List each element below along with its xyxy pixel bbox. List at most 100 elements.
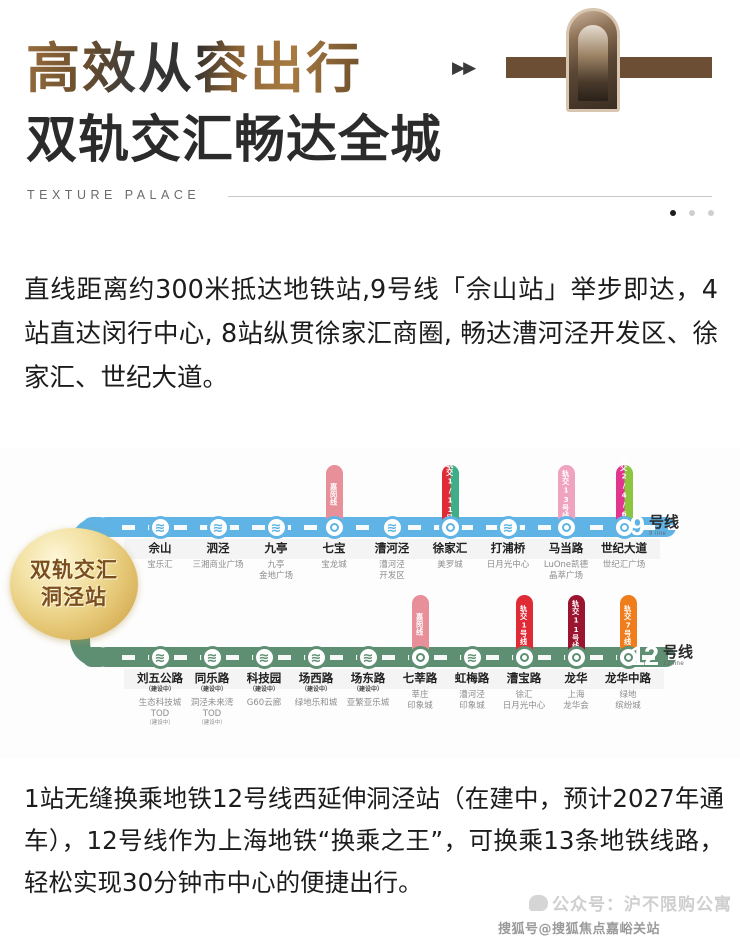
- station-node-虹梅路[interactable]: ≋: [460, 645, 484, 669]
- station-label-场西路: 场西路 （建设中） 绿地乐和城: [279, 671, 353, 709]
- station-poi: 漕河泾 开发区: [379, 560, 405, 581]
- station-poi: 生态科技城 TOD （建设中）: [123, 698, 197, 727]
- station-label-七宝: 七宝 宝龙城: [297, 541, 371, 571]
- hero-title-gold: 高效从容出行: [26, 24, 362, 103]
- station-name: 徐家汇: [432, 541, 468, 555]
- station-poi: 漕河泾 印象城: [459, 690, 485, 711]
- station-status: （建设中）: [300, 686, 331, 693]
- station-node-打浦桥[interactable]: ≋: [496, 515, 520, 539]
- station-status: （建设中）: [196, 686, 227, 693]
- station-poi: 三湘商业广场: [192, 560, 244, 570]
- station-label-打浦桥: 打浦桥 日月光中心: [471, 541, 545, 571]
- transfer-tag-label: 轨交11号线: [571, 600, 581, 650]
- transfer-tag-徐家汇: 轨交1/11号线: [441, 461, 459, 529]
- station-poi: 上海 龙华会: [563, 690, 589, 711]
- metro-wave-icon: ≋: [206, 649, 218, 665]
- transfer-tag-龙华: 轨交11号线: [567, 595, 585, 655]
- station-name: 漕宝路: [506, 671, 542, 685]
- station-label-漕宝路: 漕宝路徐汇 日月光中心: [487, 671, 561, 712]
- track-dashes: [96, 654, 676, 660]
- station-node-龙华中路[interactable]: [616, 645, 640, 669]
- station-name: 佘山: [148, 541, 172, 555]
- wechat-watermark: 公众号：沪不限购公寓: [529, 890, 732, 915]
- station-name: 科技园 （建设中）: [227, 671, 301, 694]
- station-node-同乐路[interactable]: ≋: [200, 645, 224, 669]
- station-label-漕河泾: 漕河泾 漕河泾 开发区: [355, 541, 429, 582]
- double-arrow-icon: ▶▶: [452, 58, 476, 77]
- transfer-ring-icon: [619, 522, 629, 532]
- station-node-九亭[interactable]: ≋: [264, 515, 288, 539]
- transfer-ring-icon: [571, 652, 581, 662]
- station-node-七宝[interactable]: [322, 515, 346, 539]
- station-node-场西路[interactable]: ≋: [304, 645, 328, 669]
- station-label-同乐路: 同乐路 （建设中） 洞泾未来湾 TOD （建设中）: [175, 671, 249, 727]
- station-poi: 九亭 金地广场: [258, 560, 293, 581]
- station-name: 同乐路 （建设中）: [175, 671, 249, 694]
- station-node-佘山[interactable]: ≋: [148, 515, 172, 539]
- station-poi: 亚繁亚乐城: [346, 698, 390, 708]
- station-label-科技园: 科技园 （建设中） G60云廊: [227, 671, 301, 709]
- line-name-cn: 号线: [649, 514, 680, 532]
- transfer-tag-龙华中路: 轨交7号线: [619, 595, 637, 655]
- station-poi: 宝乐汇: [147, 560, 173, 570]
- station-name: 泗泾: [206, 541, 230, 555]
- station-status: （建设中）: [144, 686, 175, 693]
- hero-banner: 高效从容出行 双轨交汇畅达全城 TEXTURE PALACE ▶▶: [0, 0, 740, 240]
- transfer-tag-七莘路: 嘉闵线: [411, 595, 429, 655]
- station-node-世纪大道[interactable]: [612, 515, 636, 539]
- station-status: （建设中）: [248, 686, 279, 693]
- paragraph-line12-transfer: 1站无缝换乘地铁12号线西延伸洞泾站（在建中，预计2027年通车），12号线作为…: [24, 784, 724, 897]
- metro-wave-icon: ≋: [154, 519, 166, 535]
- transfer-ring-icon: [445, 522, 455, 532]
- station-node-漕河泾[interactable]: ≋: [380, 515, 404, 539]
- metro-wave-icon: ≋: [362, 649, 374, 665]
- station-name: 七宝: [322, 541, 346, 555]
- transfer-tag-label: 轨交1号线: [519, 604, 529, 646]
- badge-line-2: 洞泾站: [41, 585, 107, 609]
- metro-wave-icon: ≋: [258, 649, 270, 665]
- station-label-马当路: 马当路 LuOne凯德 晶萃广场: [529, 541, 603, 582]
- line-name-en: 9 line: [649, 531, 667, 538]
- station-node-龙华[interactable]: [564, 645, 588, 669]
- line-track-12: [96, 647, 676, 667]
- wechat-watermark-text: 公众号：沪不限购公寓: [552, 895, 732, 915]
- sohu-watermark: 搜狐号@搜狐焦点嘉峪关站: [497, 922, 660, 937]
- station-node-场东路[interactable]: ≋: [356, 645, 380, 669]
- carousel-dots[interactable]: [670, 210, 714, 216]
- transfer-ring-icon: [561, 522, 571, 532]
- station-label-虹梅路: 虹梅路 漕河泾 印象城: [435, 671, 509, 712]
- carousel-dot-2[interactable]: [689, 210, 695, 216]
- station-name: 刘五公路 （建设中）: [123, 671, 197, 694]
- transfer-ring-icon: [329, 522, 339, 532]
- station-node-七莘路[interactable]: [408, 645, 432, 669]
- station-node-漕宝路[interactable]: [512, 645, 536, 669]
- metro-wave-icon: ≋: [154, 649, 166, 665]
- station-label-徐家汇: 徐家汇 美罗城: [413, 541, 487, 571]
- metro-wave-icon: ≋: [310, 649, 322, 665]
- station-poi: 徐汇 日月光中心: [502, 690, 546, 711]
- station-node-刘五公路[interactable]: ≋: [148, 645, 172, 669]
- station-name: 场东路 （建设中）: [331, 671, 405, 694]
- metro-wave-icon: ≋: [466, 649, 478, 665]
- transfer-tag-漕宝路: 轨交1号线: [515, 595, 533, 655]
- metro-wave-icon: ≋: [270, 519, 282, 535]
- station-node-马当路[interactable]: [554, 515, 578, 539]
- transfer-tag-label: 轨交13号线: [561, 470, 571, 520]
- transfer-tag-label: 嘉闵线: [415, 613, 425, 637]
- metro-wave-icon: ≋: [212, 519, 224, 535]
- station-poi: 绿地 缤纷城: [615, 690, 641, 711]
- transfer-tag-label: 轨交7号线: [623, 604, 633, 646]
- wechat-icon: [529, 894, 548, 911]
- carousel-dot-1[interactable]: [670, 210, 676, 216]
- station-node-徐家汇[interactable]: [438, 515, 462, 539]
- carousel-dot-3[interactable]: [708, 210, 714, 216]
- station-label-场东路: 场东路 （建设中） 亚繁亚乐城: [331, 671, 405, 709]
- station-node-科技园[interactable]: ≋: [252, 645, 276, 669]
- station-node-泗泾[interactable]: ≋: [206, 515, 230, 539]
- hero-title-black: 双轨交汇畅达全城: [26, 111, 443, 170]
- line-end-label-9: 9 号线 9 line: [630, 513, 679, 540]
- line-left-cap-12: [82, 647, 110, 667]
- station-label-刘五公路: 刘五公路 （建设中） 生态科技城 TOD （建设中）: [123, 671, 197, 727]
- station-label-龙华中路: 龙华中路 绿地 缤纷城: [591, 671, 665, 712]
- highlight-badge: 双轨交汇 洞泾站: [10, 528, 138, 640]
